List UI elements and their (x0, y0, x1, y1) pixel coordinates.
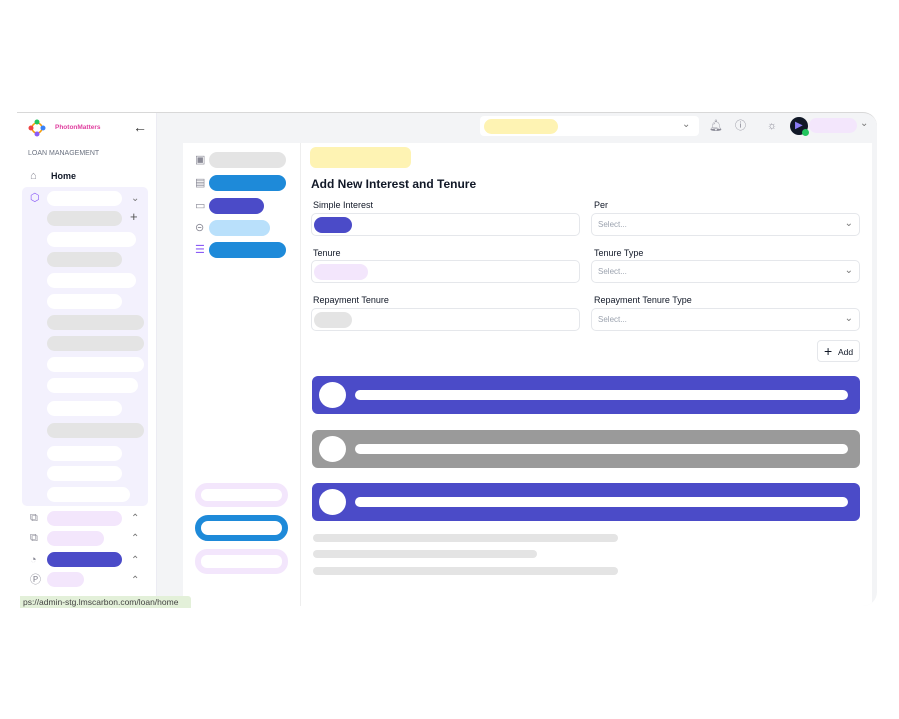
add-button-label: Add (838, 347, 854, 357)
sidebar-item-home[interactable]: Home (51, 171, 77, 181)
sun-icon[interactable]: ☼ (767, 120, 778, 132)
settings-nav-item[interactable] (209, 175, 286, 191)
calculator-icon: ▤ (195, 177, 206, 189)
field-label: Tenure Type (594, 248, 644, 258)
action-button[interactable] (195, 483, 288, 507)
collapse-sidebar-icon[interactable]: ← (133, 119, 147, 135)
sidebar-item[interactable] (47, 252, 122, 267)
settings-nav-item[interactable] (209, 152, 286, 168)
sidebar-item[interactable] (47, 211, 122, 226)
chip-icon: ▣ (195, 154, 206, 166)
sidebar-item[interactable] (47, 378, 138, 393)
money-icon: ▭ (195, 200, 206, 212)
sidebar-item[interactable] (47, 401, 122, 416)
user-name[interactable] (809, 118, 857, 133)
ellipsis-circle-icon: ⊝ (195, 222, 205, 234)
settings-nav-item[interactable] (209, 220, 270, 236)
workspace-name (484, 119, 558, 134)
sidebar-item[interactable] (47, 423, 144, 438)
coin-icon: Ⓟ (30, 574, 41, 586)
sidebar-item[interactable] (47, 511, 122, 526)
page-badge (310, 147, 411, 168)
sliders-icon: ☰ (195, 244, 205, 256)
repayment-tenure-type-select[interactable]: Select... ⌄ (591, 308, 860, 331)
skeleton-line (313, 550, 537, 558)
skeleton-line (313, 567, 618, 575)
chevron-up-icon[interactable]: ⌃ (131, 555, 140, 566)
workspace-select[interactable]: ⌄ (480, 116, 699, 136)
cube-icon: ⬡ (30, 192, 40, 204)
home-icon: ⌂ (30, 170, 37, 182)
sidebar-item[interactable] (47, 487, 130, 502)
tenure-input[interactable] (311, 260, 580, 283)
chevron-down-icon[interactable]: ⌄ (860, 118, 869, 129)
status-url-text: ps://admin-stg.lmscarbon.com/loan/home (23, 597, 179, 607)
chevron-up-icon[interactable]: ⌃ (131, 575, 140, 586)
copy-icon: ⧉ (30, 532, 38, 544)
sidebar-item[interactable] (47, 294, 122, 309)
brand-name: PhotonMatters (55, 124, 101, 131)
avatar[interactable]: ▶ (790, 117, 809, 136)
list-item[interactable] (312, 430, 860, 468)
select-placeholder: Select... (598, 220, 627, 229)
per-select[interactable]: Select... ⌄ (591, 213, 860, 236)
field-label: Tenure (313, 248, 341, 258)
sidebar-item-active[interactable] (47, 552, 122, 567)
sidebar-item[interactable] (47, 191, 122, 206)
status-bar-url: ps://admin-stg.lmscarbon.com/loan/home (20, 596, 191, 608)
chevron-down-icon: ⌄ (844, 218, 853, 229)
chevron-down-icon: ⌄ (844, 265, 853, 276)
settings-nav-item-active[interactable] (209, 242, 286, 258)
list-item[interactable] (312, 483, 860, 521)
field-label: Simple Interest (313, 200, 374, 210)
chevron-up-icon[interactable]: ⌃ (131, 533, 140, 544)
logo-icon (27, 119, 47, 137)
avatar-logo-icon: ▶ (795, 120, 803, 131)
sidebar-item[interactable] (47, 572, 84, 587)
field-label: Repayment Tenure (313, 295, 389, 305)
field-label: Repayment Tenure Type (594, 295, 692, 305)
info-icon[interactable]: ⓘ (735, 120, 746, 132)
form-title: Add New Interest and Tenure (311, 177, 477, 191)
repayment-tenure-input[interactable] (311, 308, 580, 331)
action-button[interactable] (195, 549, 288, 574)
chevron-up-icon[interactable]: ⌃ (131, 513, 140, 524)
chart-icon: ◔ (30, 554, 37, 566)
select-placeholder: Select... (598, 315, 627, 324)
sidebar-item[interactable] (47, 446, 122, 461)
skeleton-line (313, 534, 618, 542)
action-button-primary[interactable] (195, 515, 288, 541)
sidebar-item[interactable] (47, 531, 104, 546)
tenure-type-select[interactable]: Select... ⌄ (591, 260, 860, 283)
online-status-dot (802, 129, 809, 136)
add-button[interactable]: + Add (817, 340, 860, 362)
add-icon[interactable]: + (130, 209, 138, 224)
sidebar-item[interactable] (47, 336, 144, 351)
settings-nav-panel: ▣ ▤ ▭ ⊝ ☰ (183, 143, 300, 606)
select-placeholder: Select... (598, 267, 627, 276)
list-item[interactable] (312, 376, 860, 414)
chevron-down-icon: ⌄ (844, 313, 853, 324)
chevron-down-icon[interactable]: ⌄ (131, 193, 140, 204)
field-label: Per (594, 200, 609, 210)
settings-nav-item[interactable] (209, 198, 264, 214)
bell-icon[interactable]: 🔔︎ (709, 120, 723, 132)
sidebar-item[interactable] (47, 357, 144, 372)
copy-icon: ⧉ (30, 512, 38, 524)
sidebar-item[interactable] (47, 466, 122, 481)
section-title: LOAN MANAGEMENT (28, 150, 100, 157)
sidebar: PhotonMatters ← LOAN MANAGEMENT ⌂ Home ⬡… (17, 113, 157, 606)
sidebar-item[interactable] (47, 232, 136, 247)
chevron-down-icon: ⌄ (682, 119, 691, 130)
plus-icon: + (824, 343, 833, 359)
simple-interest-input[interactable] (311, 213, 580, 236)
sidebar-item[interactable] (47, 315, 144, 330)
sidebar-item[interactable] (47, 273, 136, 288)
